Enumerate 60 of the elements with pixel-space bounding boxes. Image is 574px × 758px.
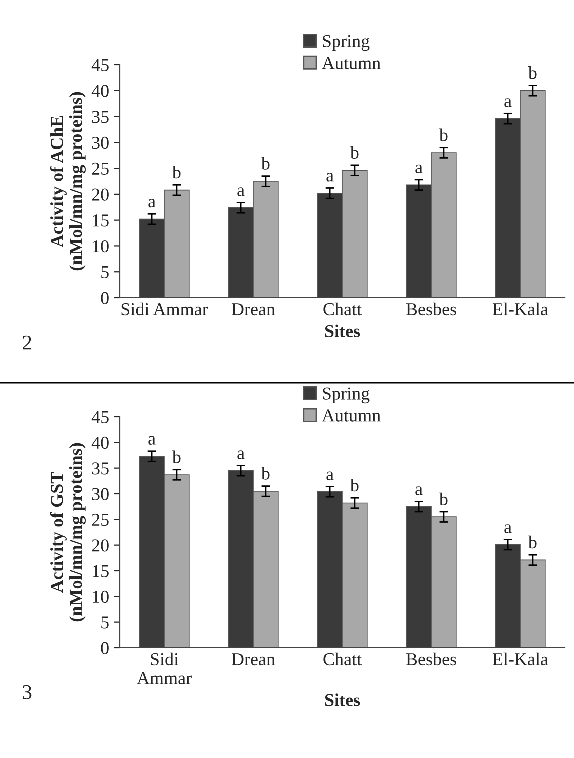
y-tick-label: 5 [102,266,109,279]
data-label: b [439,128,448,142]
data-label: a [504,98,512,108]
y-tick-label: 0 [101,292,109,304]
x-tick-label: Drean [232,654,276,666]
data-label: b [350,146,359,160]
y-tick-label: 0 [101,642,109,654]
y-tick-label: 10 [93,240,109,253]
data-label: a [326,173,334,182]
y-tick-label: 10 [93,590,109,604]
data-label: b [439,492,448,506]
legend-label: Spring [323,35,370,52]
data-label: a [148,436,156,445]
y-tick-label: 40 [92,436,109,450]
y-axis-title: Activity of GST (nMol/mn/mg proteins) [50,443,86,622]
y-tick-label: 30 [92,488,109,500]
y-tick-label: 40 [92,85,109,98]
y-tick-label: 35 [92,462,109,475]
y-tick-label: 15 [93,214,109,227]
x-tick-label: El-Kala [492,302,548,316]
y-tick-label: 5 [102,616,109,629]
data-label: a [238,450,245,460]
data-label: a [416,164,423,174]
y-tick-label: 15 [93,565,109,578]
legend-label: Autumn [322,57,381,70]
y-tick-label: 25 [92,514,109,526]
text: 2 [23,336,32,350]
x-tick-label: Chatt [324,652,362,666]
text: 3 [23,685,32,700]
x-axis-title: Sites [325,324,360,338]
data-label: b [528,66,537,80]
legend-label: Autumn [322,410,381,422]
y-tick-label: 20 [92,540,109,552]
data-label: b [350,478,359,492]
x-tick-label: Besbes [406,652,456,666]
y-tick-label: 45 [92,59,109,72]
x-tick-label: Sidi Ammar [137,652,192,684]
x-tick-label: Sidi Ammar [122,302,208,316]
x-tick-label: Drean [232,304,276,316]
data-label: a [148,199,156,208]
data-label: b [261,157,270,170]
y-tick-label: 35 [92,111,109,124]
x-tick-label: Besbes [406,302,456,316]
y-axis-title: Activity of AChE (nMol/mn/mg proteins) [50,92,86,271]
data-label: b [172,450,181,464]
data-label: b [261,467,270,480]
y-tick-label: 20 [92,188,109,201]
data-label: b [172,166,181,179]
y-tick-label: 25 [92,162,109,175]
data-label: a [416,486,423,496]
y-tick-label: 45 [92,411,109,424]
x-tick-label: Chatt [324,302,362,316]
legend-label: Spring [323,388,370,404]
data-label: b [528,536,537,549]
data-label: a [504,524,512,534]
x-axis-title: Sites [325,694,360,706]
data-label: a [238,188,245,196]
x-tick-label: El-Kala [492,652,548,666]
y-tick-label: 30 [92,136,109,150]
data-label: a [326,472,334,480]
